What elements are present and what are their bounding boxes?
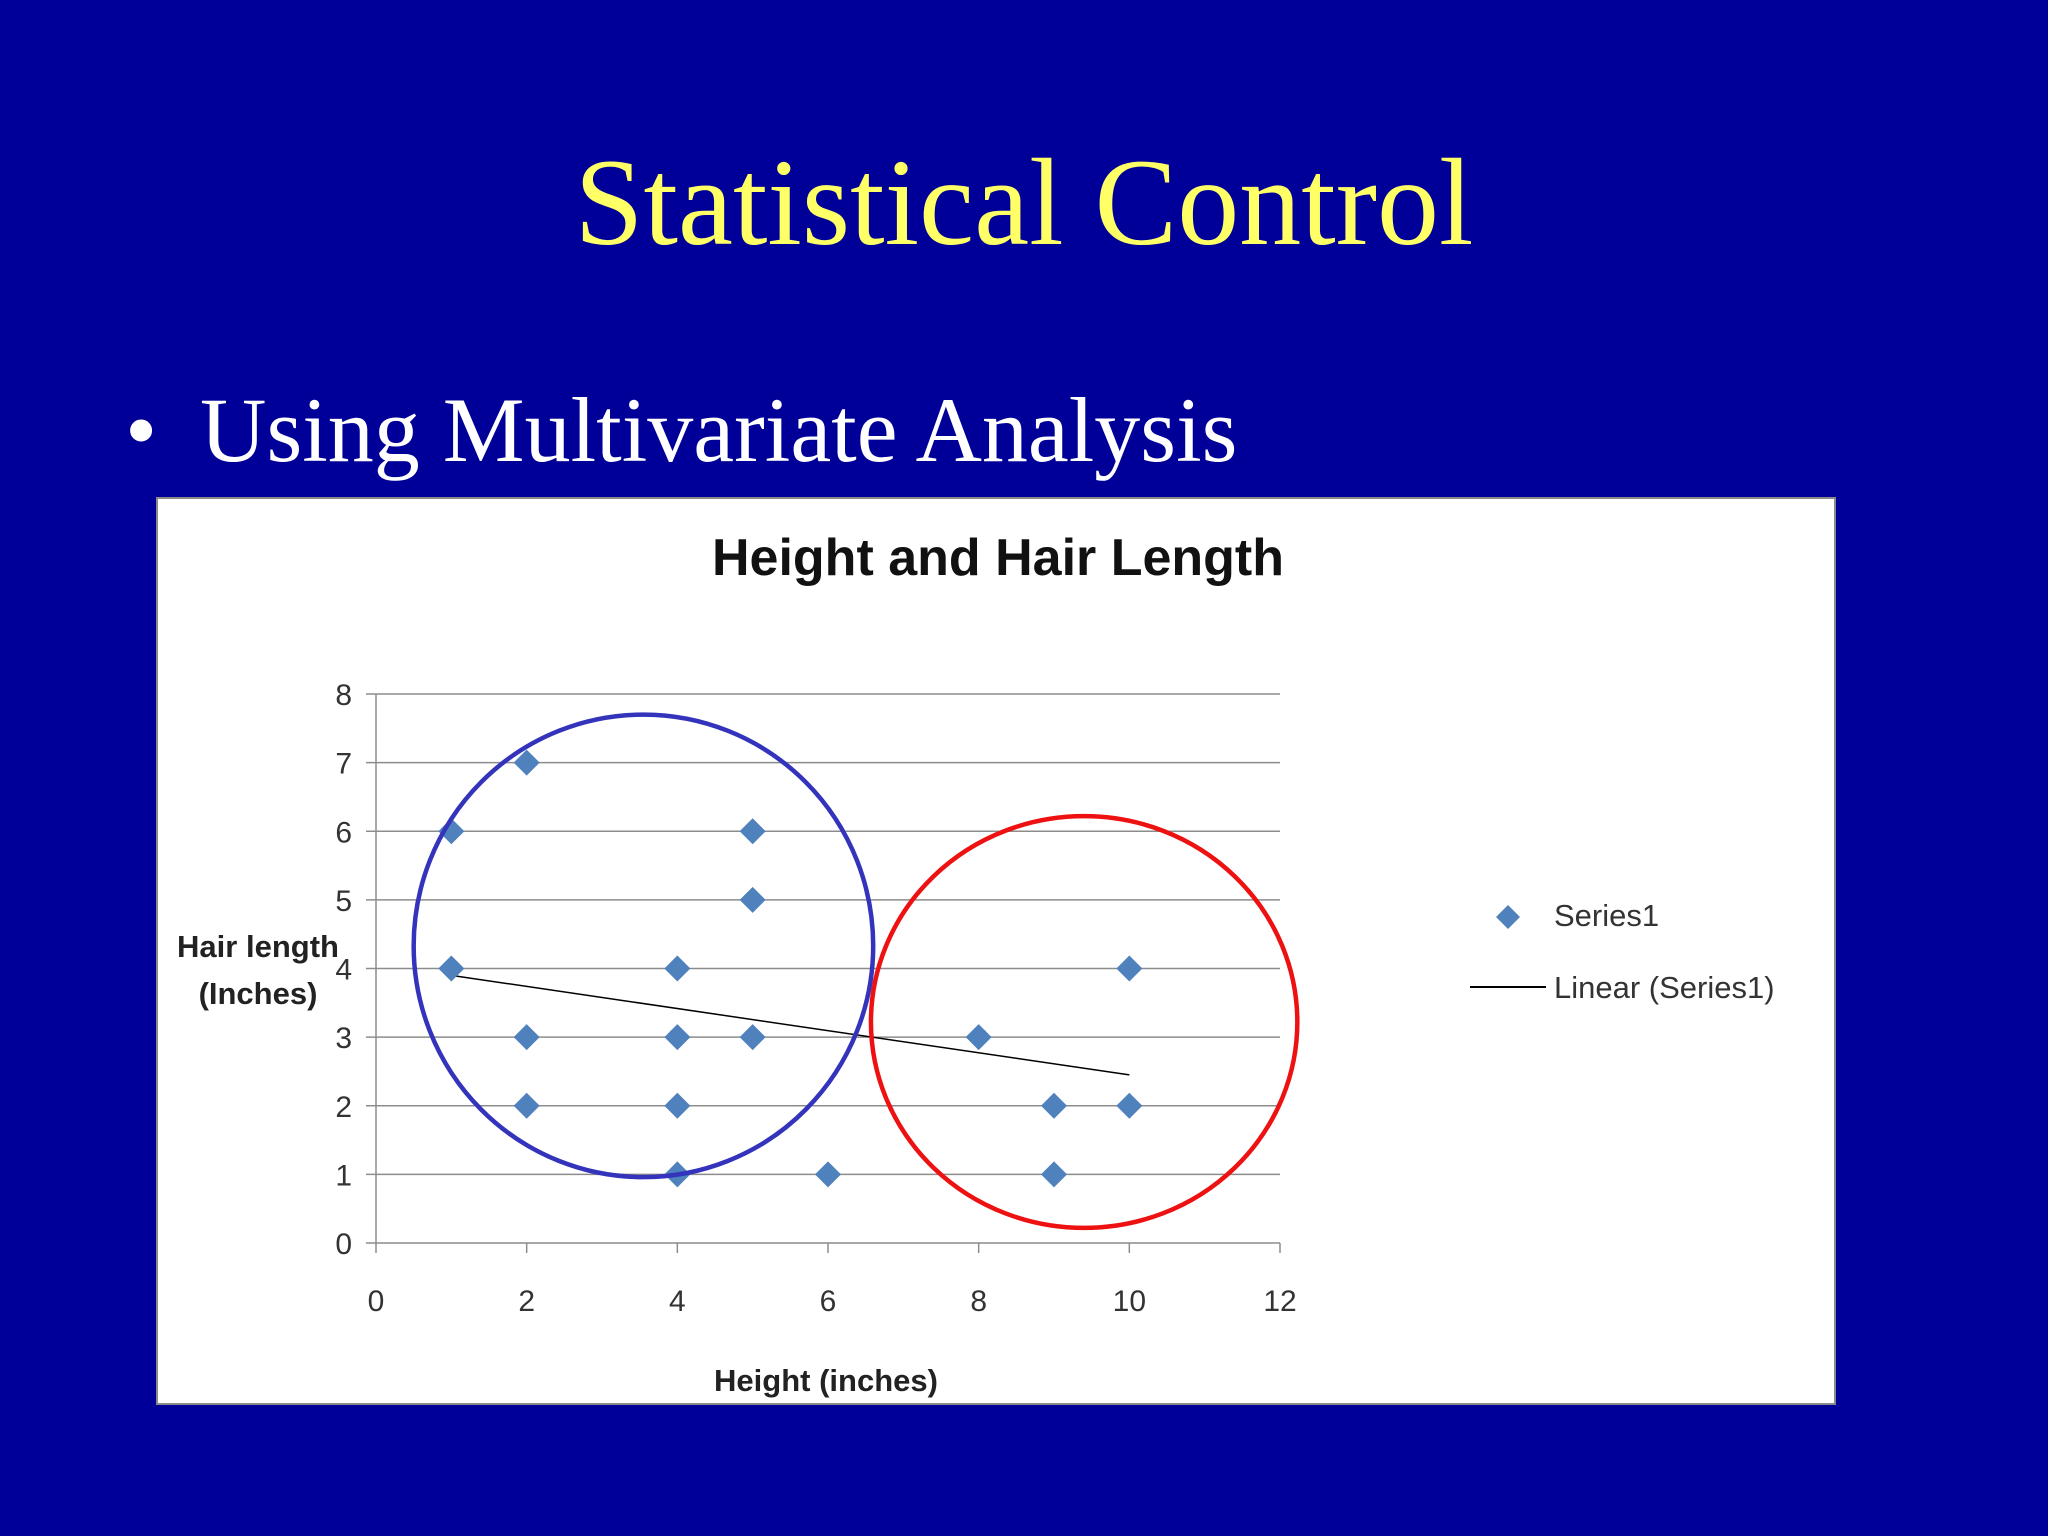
- chart-container: 0 1 2 3 4 5 6 7 8 0 2 4 6 8 10 12 Height and Hair Lengt…: [156, 497, 1836, 1405]
- data-point: [815, 1161, 841, 1188]
- red-cluster-circle: [868, 813, 1300, 1231]
- y-axis-label-line1: Hair length: [177, 929, 339, 964]
- bullet-symbol: •: [125, 379, 158, 481]
- y-tick-label-8: 8: [335, 679, 352, 712]
- trendline-layer: [451, 974, 1130, 1076]
- y-tick-label-1: 1: [335, 1159, 352, 1192]
- legend-trendline-label: Linear (Series1): [1554, 970, 1775, 1005]
- data-point: [438, 955, 465, 982]
- y-tick-label-4: 4: [335, 954, 352, 987]
- data-point: [739, 1024, 766, 1051]
- x-tick-label-10: 10: [1113, 1285, 1146, 1318]
- data-point: [1041, 1161, 1067, 1188]
- y-tick-label-6: 6: [335, 816, 352, 849]
- legend-series1-label: Series1: [1554, 898, 1659, 933]
- trendline: [451, 974, 1130, 1076]
- legend: Series1 Linear (Series1): [1470, 898, 1775, 1005]
- axes: [366, 693, 1281, 1253]
- data-point: [513, 749, 540, 776]
- x-tick-label-4: 4: [669, 1285, 686, 1318]
- data-point: [1116, 955, 1143, 982]
- data-point: [513, 1024, 540, 1051]
- data-point: [739, 886, 766, 913]
- y-tick-label-3: 3: [335, 1022, 352, 1055]
- x-tick-label-12: 12: [1263, 1285, 1296, 1318]
- data-point: [1041, 1092, 1067, 1119]
- y-tick-label-0: 0: [335, 1228, 352, 1261]
- data-point: [438, 818, 465, 845]
- slide-title: Statistical Control: [574, 134, 1474, 271]
- x-tick-label-6: 6: [820, 1285, 837, 1318]
- legend-series1-marker: [1496, 905, 1520, 929]
- annotation-circles: [411, 712, 1300, 1231]
- bullet-item: • Using Multivariate Analysis: [125, 375, 1237, 485]
- y-axis-label-line2: (Inches): [199, 976, 318, 1011]
- x-axis-label: Height (inches): [714, 1363, 938, 1398]
- data-point: [513, 1092, 540, 1119]
- x-tick-label-8: 8: [970, 1285, 987, 1318]
- blue-cluster-circle: [411, 712, 876, 1180]
- data-point: [664, 1092, 691, 1119]
- x-tick-label-0: 0: [368, 1285, 385, 1318]
- data-point: [965, 1024, 992, 1051]
- y-tick-label-7: 7: [335, 748, 352, 781]
- y-tick-label-5: 5: [335, 885, 352, 918]
- chart-title: Height and Hair Length: [712, 529, 1284, 587]
- data-point: [1116, 1092, 1143, 1119]
- y-tick-label-2: 2: [335, 1091, 352, 1124]
- data-points: [438, 749, 1143, 1188]
- gridlines: [376, 693, 1280, 1176]
- data-point: [664, 1024, 691, 1051]
- data-point: [739, 818, 766, 845]
- bullet-text: Using Multivariate Analysis: [200, 379, 1238, 481]
- data-point: [664, 955, 691, 982]
- x-tick-label-2: 2: [518, 1285, 535, 1318]
